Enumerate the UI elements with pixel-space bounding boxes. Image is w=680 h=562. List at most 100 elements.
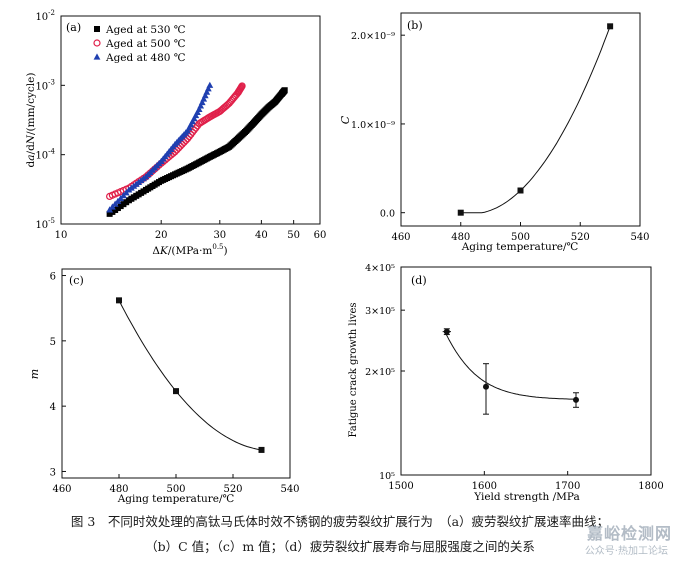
panel-d-ytick-label: 4×10⁵: [365, 263, 395, 274]
panel-c-fit-curve: [118, 300, 262, 451]
panel-a-xtick-label: 40: [255, 230, 268, 241]
panel-a: (a) 10 20 30 40 50 60 10-5 10-4 10-3 10-2 Aged at…: [25, 9, 326, 257]
panel-a-legend-label: Aged at 530 ℃: [105, 24, 186, 36]
panel-a-xtick-label: 60: [314, 230, 327, 241]
panel-a-points: [106, 81, 288, 217]
panel-a-xtick-label: 50: [287, 230, 300, 241]
panel-d: (d) 1500 1600 1700 1800 10⁵ 2×10⁵ 3×10⁵ 4×10⁵ Y…: [348, 263, 664, 503]
panel-a-point: [200, 95, 208, 102]
caption-line-1: 图 3 不同时效处理的高钛马氏体时效不锈钢的疲劳裂纹扩展行为 （a）疲劳裂纹扩展…: [70, 514, 610, 529]
panel-d-ylabel: Fatigue crack growth lives: [348, 302, 359, 437]
panel-a-legend-marker: [93, 39, 101, 47]
panel-c-frame: [61, 268, 291, 479]
panel-b-points: [457, 23, 614, 216]
caption-line-2: （b）C 值；（c）m 值；（d）疲劳裂纹扩展寿命与屈服强度之间的关系: [145, 539, 535, 554]
panel-d-xtick-label: 1700: [555, 481, 580, 492]
panel-b-ylabel: C: [339, 115, 352, 124]
panel-c-point: [116, 297, 122, 304]
panel-d-xtick-label: 1500: [388, 481, 413, 492]
panel-c-ylabel: m: [28, 369, 41, 379]
panel-d-fit-curve: [443, 330, 578, 400]
panel-b-ticks: 460 480 500 520 540 0.0 1.0×10⁻⁹ 2.0×10⁻⁹: [351, 31, 650, 243]
panel-d-point: [443, 328, 450, 335]
panel-b-xtick-label: 500: [511, 232, 530, 243]
panel-a-xtick-label: 20: [155, 230, 168, 241]
panel-a-legend-marker: [94, 26, 100, 32]
panel-a-ytick-label: 10-4: [35, 148, 55, 162]
panel-a-point: [197, 102, 205, 109]
panel-b-point: [607, 23, 614, 30]
panel-d-label: (d): [411, 274, 427, 287]
panel-c-xtick-label: 520: [223, 484, 242, 495]
panel-c-ytick-label: 6: [50, 272, 56, 283]
panel-b-ytick-label: 1.0×10⁻⁹: [351, 120, 395, 131]
panel-a-legend-marker: [93, 53, 101, 60]
panel-b-xtick-label: 480: [451, 232, 470, 243]
panel-b-fit-curve: [460, 26, 611, 214]
panel-c-ytick-label: 5: [50, 337, 56, 348]
panel-a-point: [203, 88, 211, 95]
panel-c-xlabel: Aging temperature/℃: [117, 493, 235, 505]
panel-b-label: (b): [407, 19, 423, 32]
panel-c-points: [116, 297, 265, 453]
panel-c-ytick-label: 3: [50, 467, 56, 478]
panel-c-point: [258, 446, 265, 453]
panel-c-xtick-label: 540: [280, 484, 299, 495]
panel-a-legend-label: Aged at 480 ℃: [105, 52, 186, 64]
panel-d-ytick-label: 3×10⁵: [365, 306, 395, 317]
panel-a-point: [204, 85, 212, 92]
panel-c-label: (c): [69, 274, 84, 287]
figure-caption: 图 3 不同时效处理的高钛马氏体时效不锈钢的疲劳裂纹扩展行为 （a）疲劳裂纹扩展…: [0, 509, 680, 559]
panel-b-xlabel: Aging temperature/℃: [461, 241, 579, 253]
panel-b-point: [457, 209, 464, 216]
panel-a-point: [206, 81, 214, 88]
watermark-subtext: 公众号·热加工论坛: [584, 546, 668, 557]
panel-a-ytick-label: 10-2: [35, 9, 55, 23]
panel-b-ytick-label: 2.0×10⁻⁹: [351, 31, 395, 42]
panel-d-ytick-label: 2×10⁵: [365, 367, 395, 378]
panel-b-ytick-label: 0.0: [380, 209, 395, 220]
panel-d-ytick-label: 10⁵: [379, 471, 395, 482]
panel-a-point: [281, 87, 288, 94]
panel-d-xlabel: Yield strength /MPa: [473, 491, 580, 503]
panel-c-point: [173, 388, 179, 395]
panel-a-legend-label: Aged at 500 ℃: [105, 38, 186, 50]
panel-a-ticks: 10 20 30 40 50 60 10-5 10-4 10-3 10-2: [35, 9, 326, 241]
panel-d-xtick-label: 1600: [472, 481, 497, 492]
panel-d-xtick-label: 1800: [638, 481, 663, 492]
panel-a-xtick-label: 10: [55, 230, 68, 241]
panel-b-xtick-label: 460: [391, 232, 410, 243]
panel-a-xtick-label: 30: [213, 230, 226, 241]
panel-a-frame: [60, 15, 321, 225]
panel-b: (b) 460 480 500 520 540 0.0 1.0×10⁻⁹ 2.0×10⁻⁹ A…: [339, 12, 650, 253]
panel-a-ytick-label: 10-5: [35, 217, 55, 231]
panel-a-legend: Aged at 530 ℃ Aged at 500 ℃ Aged at 480 ℃: [93, 24, 186, 64]
panel-a-point: [198, 98, 206, 106]
panel-d-points: [442, 328, 579, 415]
watermark-logo: 嘉峪检测网: [586, 524, 672, 543]
panel-b-frame: [400, 12, 641, 227]
panel-a-series-3: [106, 81, 214, 213]
panel-a-point: [195, 105, 203, 112]
panel-b-point: [517, 187, 524, 194]
panel-b-xtick-label: 520: [571, 232, 590, 243]
panel-c-xtick-label: 480: [109, 484, 128, 495]
panel-a-ylabel: da/dN/(mm/cycle): [25, 73, 37, 168]
panel-a-ytick-label: 10-3: [35, 78, 55, 92]
panel-a-point: [238, 82, 246, 90]
panel-c-ticks: 460 480 500 520 540 3 4 5 6: [50, 272, 300, 495]
panel-d-point: [483, 383, 489, 390]
panel-d-ticks: 1500 1600 1700 1800 10⁵ 2×10⁵ 3×10⁵ 4×10⁵: [365, 263, 664, 492]
panel-a-point: [201, 92, 209, 99]
panel-b-xtick-label: 540: [630, 232, 649, 243]
panel-a-series-1: [106, 87, 288, 217]
panel-c-ytick-label: 4: [50, 402, 56, 413]
panel-c-xtick-label: 500: [166, 484, 185, 495]
panel-d-frame: [400, 266, 652, 476]
panel-d-point: [573, 396, 579, 403]
panel-a-xlabel: ΔK/(MPa·m0.5): [152, 243, 227, 257]
panel-c: (c) 460 480 500 520 540 3 4 5 6 Aging temperatur…: [28, 268, 300, 505]
panel-a-label: (a): [66, 21, 81, 34]
panel-c-xtick-label: 460: [52, 484, 71, 495]
